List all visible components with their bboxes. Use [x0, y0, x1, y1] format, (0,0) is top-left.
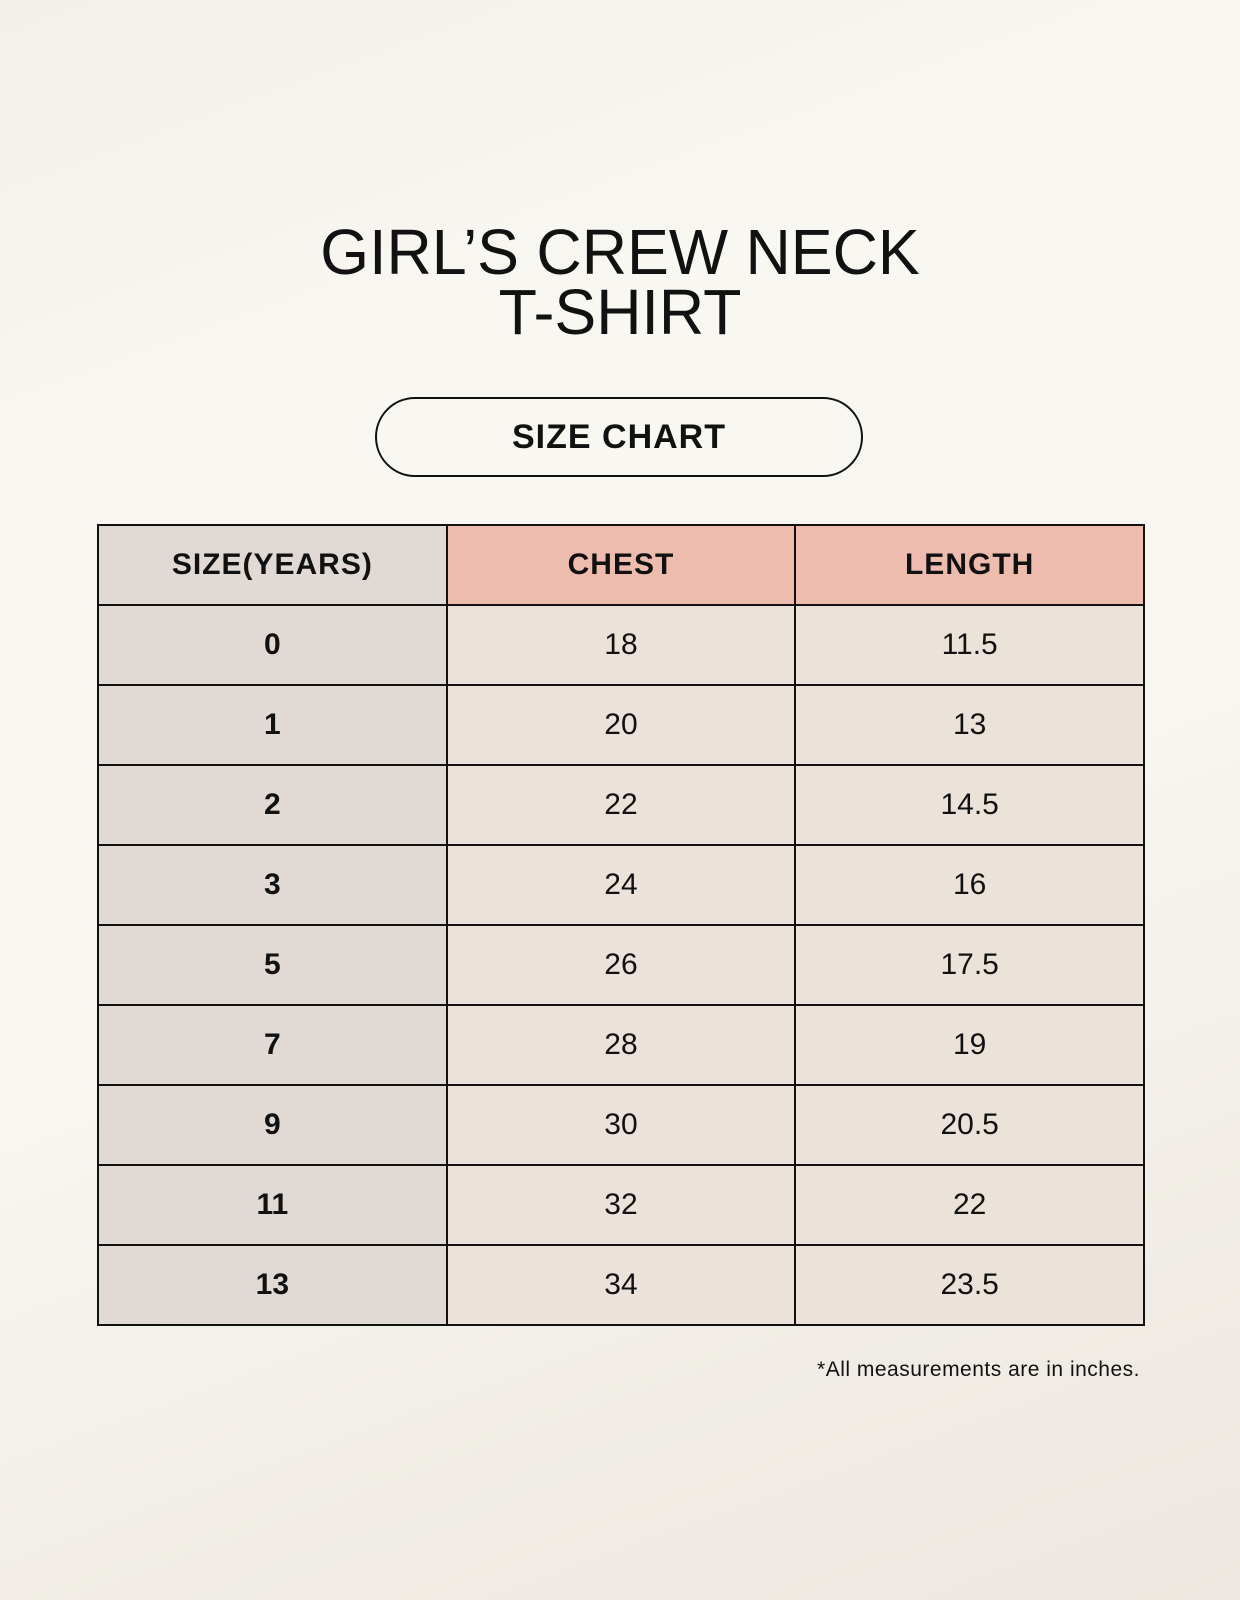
- cell-size: 0: [97, 604, 448, 686]
- cell-length: 22: [794, 1164, 1145, 1246]
- table-header-row: SIZE(YEARS) CHEST LENGTH: [97, 524, 1145, 606]
- footnote: *All measurements are in inches.: [817, 1358, 1140, 1381]
- cell-length: 19: [794, 1004, 1145, 1086]
- cell-size: 9: [97, 1084, 448, 1166]
- cell-length: 13: [794, 684, 1145, 766]
- table-row: 3 24 16: [97, 844, 1145, 926]
- table-row: 9 30 20.5: [97, 1084, 1145, 1166]
- table-row: 0 18 11.5: [97, 604, 1145, 686]
- size-table: SIZE(YEARS) CHEST LENGTH 0 18 11.5 1 20 13 2 22…: [97, 524, 1145, 1326]
- table-row: 11 32 22: [97, 1164, 1145, 1246]
- header-chest: CHEST: [445, 524, 797, 606]
- cell-length: 16: [794, 844, 1145, 926]
- table-row: 13 34 23.5: [97, 1244, 1145, 1326]
- cell-size: 3: [97, 844, 448, 926]
- table-row: 7 28 19: [97, 1004, 1145, 1086]
- table-row: 5 26 17.5: [97, 924, 1145, 1006]
- cell-size: 11: [97, 1164, 448, 1246]
- cell-size: 5: [97, 924, 448, 1006]
- title-line-1: GIRL’S CREW NECK: [320, 216, 920, 288]
- cell-length: 11.5: [794, 604, 1145, 686]
- header-size: SIZE(YEARS): [97, 524, 448, 606]
- cell-chest: 30: [445, 1084, 797, 1166]
- cell-chest: 24: [445, 844, 797, 926]
- cell-size: 13: [97, 1244, 448, 1326]
- table-row: 2 22 14.5: [97, 764, 1145, 846]
- cell-length: 20.5: [794, 1084, 1145, 1166]
- cell-chest: 28: [445, 1004, 797, 1086]
- size-chart-badge: SIZE CHART: [375, 397, 863, 477]
- cell-length: 23.5: [794, 1244, 1145, 1326]
- table-row: 1 20 13: [97, 684, 1145, 766]
- page-title: GIRL’S CREW NECK T-SHIRT: [12, 216, 1227, 348]
- cell-chest: 34: [445, 1244, 797, 1326]
- cell-length: 17.5: [794, 924, 1145, 1006]
- cell-chest: 26: [445, 924, 797, 1006]
- cell-length: 14.5: [794, 764, 1145, 846]
- cell-size: 1: [97, 684, 448, 766]
- cell-size: 7: [97, 1004, 448, 1086]
- cell-chest: 22: [445, 764, 797, 846]
- cell-chest: 32: [445, 1164, 797, 1246]
- cell-chest: 20: [445, 684, 797, 766]
- cell-chest: 18: [445, 604, 797, 686]
- cell-size: 2: [97, 764, 448, 846]
- title-line-2: T-SHIRT: [498, 276, 742, 348]
- header-length: LENGTH: [794, 524, 1145, 606]
